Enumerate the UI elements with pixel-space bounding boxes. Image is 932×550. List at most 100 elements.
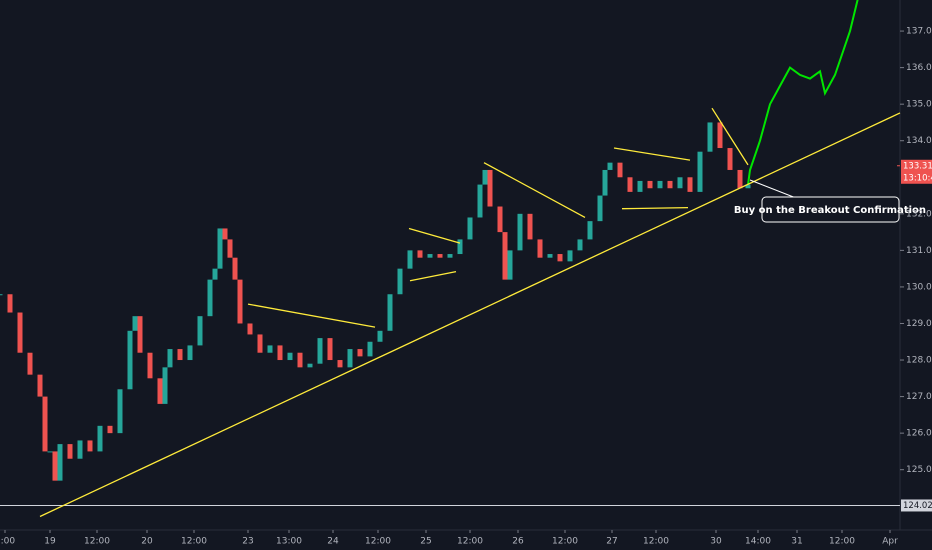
y-tick-label: 132.000 <box>906 209 932 219</box>
candle <box>217 228 223 269</box>
candle <box>297 352 303 368</box>
candle <box>637 180 643 192</box>
candle <box>157 378 163 404</box>
candle <box>212 268 218 280</box>
low-tag <box>901 499 932 512</box>
x-tick-label: 30 <box>710 537 722 547</box>
plot <box>0 0 901 518</box>
trendline <box>711 107 749 166</box>
candle <box>417 250 423 258</box>
trendline <box>408 227 461 244</box>
candle <box>745 184 751 189</box>
x-tick-label: 12:00 <box>829 537 855 547</box>
x-tick-label: 20 <box>141 537 153 547</box>
x-tick-label: 12:00 <box>181 537 207 547</box>
candle <box>57 444 63 481</box>
candle <box>52 451 58 481</box>
y-tick-label: 131.000 <box>906 246 932 256</box>
candle <box>617 162 623 178</box>
candle <box>707 122 713 152</box>
x-tick-label: 31 <box>791 537 802 547</box>
x-tick-label: 19 <box>44 537 56 547</box>
y-tick-label: 130.000 <box>906 282 932 292</box>
trendline <box>483 162 586 219</box>
candle <box>267 345 273 353</box>
candle <box>557 254 563 262</box>
candle <box>677 177 683 189</box>
candle <box>247 323 253 335</box>
candle <box>567 250 573 262</box>
candle <box>107 425 113 434</box>
y-tick-label: 129.000 <box>906 319 932 329</box>
candle <box>42 396 48 452</box>
candle <box>587 221 593 240</box>
candle <box>37 374 43 397</box>
candle <box>597 195 603 222</box>
trendline <box>621 206 689 210</box>
candle <box>457 239 463 255</box>
candle <box>387 294 393 331</box>
x-tick-label: 23 <box>242 537 253 547</box>
candle <box>257 334 263 353</box>
x-tick-label: 2:00 <box>0 537 15 547</box>
candle <box>317 338 323 364</box>
candle <box>367 341 373 357</box>
candle <box>607 162 613 170</box>
candle <box>502 232 508 280</box>
callout-box <box>761 196 900 223</box>
candle <box>327 338 333 361</box>
candle <box>177 349 183 361</box>
candle <box>482 169 488 185</box>
candle <box>127 330 133 390</box>
trendline <box>39 112 901 518</box>
x-tick-label: 12:00 <box>84 537 110 547</box>
candle <box>87 440 93 452</box>
trendline <box>247 303 376 328</box>
x-tick-label: 13:00 <box>276 537 302 547</box>
candle <box>697 151 703 192</box>
candle <box>222 228 228 240</box>
trendline <box>409 270 457 282</box>
y-tick-label: 137.000 <box>906 27 932 37</box>
candle <box>657 180 663 189</box>
candle <box>137 316 143 353</box>
candle <box>187 345 193 361</box>
y-tick-label: 127.000 <box>906 392 932 402</box>
candle <box>237 279 243 324</box>
candle <box>0 294 3 296</box>
candle <box>507 250 513 280</box>
candle <box>287 352 293 361</box>
candle <box>77 440 83 459</box>
x-tick-label: 25 <box>420 537 431 547</box>
y-tick-label: 134.000 <box>906 136 932 146</box>
last-price-tag <box>901 159 932 184</box>
candle <box>477 184 483 218</box>
candle <box>277 345 283 361</box>
candle <box>427 254 433 258</box>
candle <box>687 177 693 192</box>
candle <box>197 316 203 346</box>
candle <box>207 279 213 317</box>
y-tick-label: 126.000 <box>906 429 932 439</box>
x-tick-label: Apr <box>882 537 898 547</box>
x-tick-label: 12:00 <box>643 537 669 547</box>
candle <box>667 180 673 189</box>
candle <box>407 250 413 269</box>
y-tick-label: 135.000 <box>906 100 932 110</box>
candle <box>132 316 138 331</box>
candle <box>447 254 453 258</box>
x-tick-label: 12:00 <box>552 537 578 547</box>
candle <box>97 425 103 452</box>
candle <box>627 177 633 192</box>
candle <box>602 169 608 196</box>
candle <box>47 451 53 453</box>
candle <box>307 363 313 368</box>
candle <box>497 206 503 233</box>
candle <box>27 352 33 375</box>
candle <box>397 268 403 295</box>
y-tick-label: 128.000 <box>906 356 932 366</box>
x-tick-label: 14:00 <box>745 537 771 547</box>
x-tick-label: 12:00 <box>365 537 391 547</box>
countdown: 13:10:46 <box>903 173 932 183</box>
